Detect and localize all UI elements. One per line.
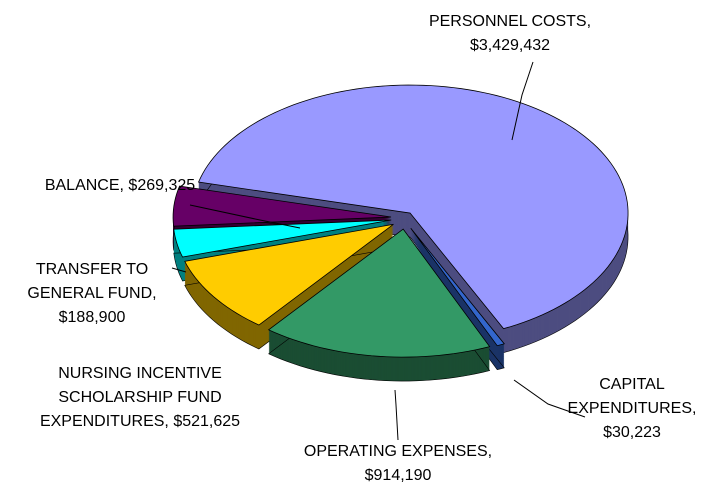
value-label: $521,625 [173, 413, 241, 430]
value-label: $30,223 [603, 424, 661, 441]
value-label: $3,429,432 [469, 37, 551, 54]
slice-side-edge [184, 248, 394, 350]
value-label: $914,190 [364, 467, 432, 484]
category-label: OPERATING EXPENSES, [303, 443, 493, 460]
leader-lines [171, 61, 586, 441]
leader-line [189, 204, 301, 229]
slice-label: NURSING INCENTIVE SCHOLARSHIP FUND EXPEN… [20, 362, 260, 434]
category-label: CAPITAL EXPENDITURES, [567, 376, 697, 417]
slice [184, 223, 394, 326]
value-label: $188,900 [58, 309, 126, 326]
slice-side-edge [173, 243, 392, 282]
slice-label: BALANCE, $269,325 [0, 174, 245, 198]
slice-label: PERSONNEL COSTS, $3,429,432 [400, 10, 620, 58]
slice-side-edge [268, 252, 491, 382]
slice [173, 219, 392, 258]
slice [267, 228, 491, 358]
slice-label: OPERATING EXPENSES, $914,190 [303, 440, 493, 488]
category-label: TRANSFER TO GENERAL FUND, [27, 261, 157, 302]
slice [197, 84, 629, 330]
leader-line [511, 61, 534, 141]
slice [410, 227, 505, 347]
slice-label: CAPITAL EXPENDITURES, $30,223 [557, 373, 707, 445]
leader-line [171, 267, 187, 273]
leader-line [513, 379, 586, 418]
leader-line [394, 389, 399, 441]
category-label: BALANCE, [44, 177, 124, 194]
value-label: $269,325 [128, 177, 196, 194]
pie [172, 84, 629, 382]
category-label: PERSONNEL COSTS, [428, 13, 592, 30]
slice-label: TRANSFER TO GENERAL FUND, $188,900 [12, 258, 172, 330]
category-label: NURSING INCENTIVE SCHOLARSHIP FUND EXPEN… [39, 365, 222, 430]
slice [172, 185, 392, 227]
